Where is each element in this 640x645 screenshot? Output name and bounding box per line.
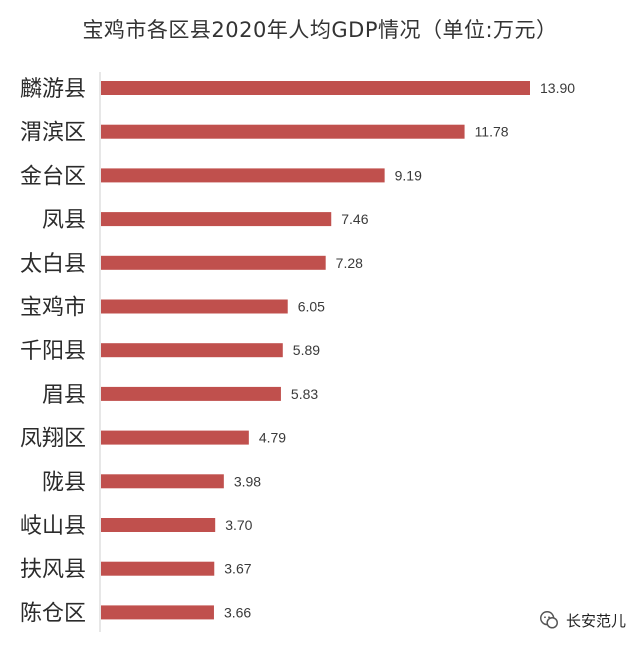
category-label: 麟游县: [20, 77, 86, 102]
category-label: 金台区: [20, 164, 86, 189]
category-label: 眉县: [42, 383, 86, 408]
bar: [101, 212, 332, 227]
bar: [101, 561, 215, 576]
value-label: 3.67: [224, 561, 251, 577]
bar: [101, 168, 385, 183]
bar: [101, 605, 214, 620]
bar: [101, 518, 216, 532]
value-label: 7.28: [336, 255, 363, 271]
bar: [101, 124, 465, 139]
watermark: 长安范儿: [538, 609, 626, 631]
value-label: 9.19: [395, 167, 422, 183]
category-label: 陈仓区: [20, 601, 86, 626]
category-label: 扶风县: [20, 558, 86, 583]
wechat-icon: [540, 611, 558, 629]
category-label: 陇县: [42, 470, 86, 495]
value-label: 3.70: [225, 517, 252, 533]
bar: [101, 81, 530, 95]
bar: [101, 430, 249, 445]
value-label: 11.78: [475, 124, 509, 140]
chart-title: 宝鸡市各区县2020年人均GDP情况（单位:万元）: [82, 18, 558, 42]
category-label: 凤县: [42, 208, 86, 233]
category-label: 太白县: [20, 252, 86, 277]
category-label: 宝鸡市: [20, 296, 86, 321]
bar: [101, 474, 224, 489]
category-label: 岐山县: [20, 514, 86, 539]
category-label: 千阳县: [20, 339, 86, 364]
value-label: 4.79: [259, 430, 286, 446]
value-label: 5.83: [291, 386, 318, 402]
bar: [101, 343, 283, 358]
bar: [101, 299, 288, 314]
value-label: 3.98: [234, 473, 261, 489]
value-label: 5.89: [293, 342, 320, 358]
watermark-text: 长安范儿: [565, 611, 626, 630]
category-label: 凤翔区: [20, 427, 86, 452]
value-label: 6.05: [298, 299, 325, 315]
value-label: 3.66: [224, 604, 251, 620]
value-label: 7.46: [341, 211, 368, 227]
category-label: 渭滨区: [20, 121, 86, 146]
bar: [101, 255, 326, 270]
bar: [101, 386, 281, 401]
value-label: 13.90: [540, 80, 575, 96]
bars-layer: 麟游县 13.90 渭滨区 11.78 金台区 9.19 凤县 7.46 太白县 7.28 宝鸡市 6…: [20, 77, 575, 626]
